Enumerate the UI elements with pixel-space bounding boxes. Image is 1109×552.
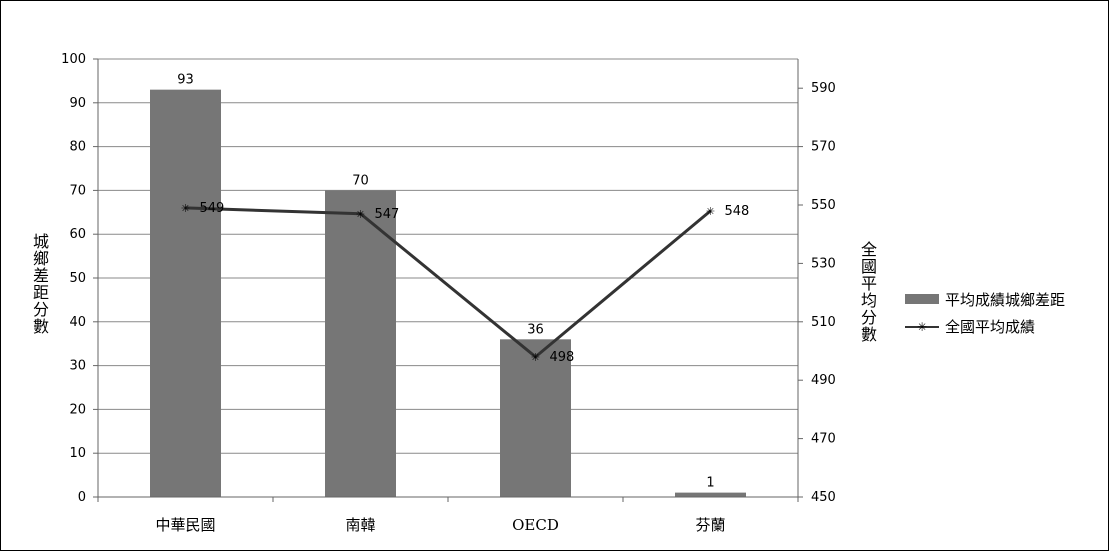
bar-series	[150, 89, 746, 497]
left-axis-title-char: 數	[33, 317, 49, 336]
line-point-marker: ✳	[706, 205, 715, 218]
category-label: 南韓	[345, 516, 375, 534]
line-value-label: 548	[725, 204, 750, 219]
right-tick-label: 590	[811, 81, 836, 96]
left-tick-label: 90	[69, 96, 86, 111]
right-tick-label: 470	[811, 432, 836, 447]
line-series: ✳ ✳ ✳ ✳	[181, 202, 715, 364]
left-tick-label: 0	[78, 490, 86, 505]
line-point-marker: ✳	[531, 351, 540, 364]
legend-bar-label: 平均成績城鄉差距	[945, 291, 1065, 309]
category-label: 芬蘭	[695, 516, 725, 534]
bar-value-label: 70	[352, 173, 369, 188]
right-tick-label: 490	[811, 373, 836, 388]
line-value-label: 549	[200, 201, 225, 216]
left-tick-label: 40	[69, 315, 86, 330]
line-point-marker: ✳	[181, 202, 190, 215]
right-tick-label: 550	[811, 198, 836, 213]
bar	[325, 190, 396, 497]
legend: 平均成績城鄉差距 ✳ 全國平均成績	[905, 291, 1065, 336]
data-labels: 93 70 36 1 549 547 498 548	[177, 73, 749, 491]
legend-bar-swatch	[905, 294, 939, 304]
left-tick-label: 20	[69, 402, 86, 417]
left-tick-label: 80	[69, 140, 86, 155]
legend-line-marker: ✳	[917, 320, 927, 334]
left-tick-label: 10	[69, 446, 86, 461]
right-tick-label: 530	[811, 256, 836, 271]
category-label: 中華民國	[155, 516, 215, 534]
category-label: OECD	[512, 516, 559, 534]
left-axis-title-char: 鄉	[33, 249, 49, 268]
left-tick-label: 30	[69, 359, 86, 374]
right-axis-title-char: 數	[861, 325, 877, 344]
line-path	[185, 206, 712, 359]
axes	[93, 58, 803, 502]
category-labels: 中華民國 南韓 OECD 芬蘭	[155, 516, 725, 534]
left-axis-title-char: 分	[33, 300, 49, 319]
left-tick-label: 100	[61, 52, 86, 67]
line-value-label: 498	[550, 350, 575, 365]
line-point-marker: ✳	[356, 208, 365, 221]
right-axis-title-char: 全	[861, 240, 877, 259]
right-axis-title-char: 均	[861, 291, 877, 310]
bar-value-label: 93	[177, 73, 194, 88]
left-tick-label: 70	[69, 183, 86, 198]
right-axis-ticks: 450 470 490 510 530 550 570 590	[811, 81, 836, 505]
left-tick-label: 50	[69, 271, 86, 286]
legend-line-label: 全國平均成績	[945, 318, 1035, 336]
left-tick-label: 60	[69, 227, 86, 242]
line-value-label: 547	[375, 207, 400, 222]
right-axis-title-char: 分	[861, 308, 877, 327]
bar-value-label: 1	[706, 476, 714, 491]
bar-value-label: 36	[527, 322, 544, 337]
right-tick-label: 510	[811, 315, 836, 330]
left-axis-title-char: 距	[33, 283, 49, 302]
bar	[675, 492, 746, 497]
right-tick-label: 570	[811, 140, 836, 155]
right-tick-label: 450	[811, 490, 836, 505]
left-axis-title-char: 差	[33, 266, 49, 285]
right-axis-title-char: 國	[861, 257, 877, 276]
left-axis-title-char: 城	[33, 232, 49, 251]
right-axis-title-char: 平	[861, 274, 877, 293]
bar	[150, 89, 221, 497]
bar	[500, 339, 571, 497]
left-axis-ticks: 0 10 20 30 40 50 60 70 80 90 100	[61, 52, 86, 505]
